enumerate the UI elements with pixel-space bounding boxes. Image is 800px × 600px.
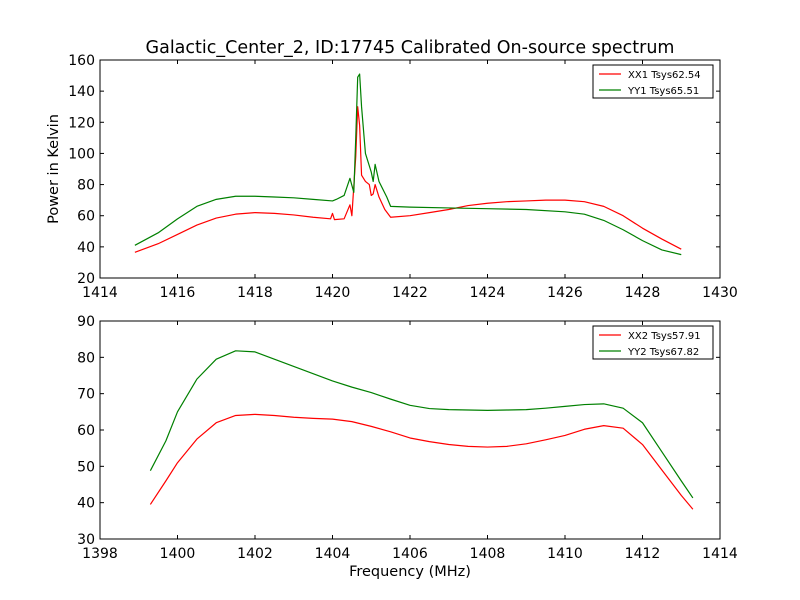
top-y-axis-label: Power in Kelvin	[46, 114, 62, 224]
bottom-y-tick-label-6: 90	[77, 314, 95, 330]
top-x-tick-label-0: 1414	[82, 285, 118, 301]
bottom-series-1-line	[149, 350, 694, 499]
top-x-tick-label-3: 1420	[315, 285, 351, 301]
bottom-x-tick-label-0: 1398	[82, 546, 118, 562]
bottom-y-tick-label-0: 30	[77, 532, 95, 548]
bottom-x-tick-label-7: 1412	[625, 546, 661, 562]
top-x-tick-label-5: 1424	[470, 285, 506, 301]
top-y-tick-label-4: 100	[68, 146, 95, 162]
figure-title: Galactic_Center_2, ID:17745 Calibrated O…	[146, 38, 675, 58]
bottom-x-tick-label-8: 1414	[702, 546, 738, 562]
top-y-tick-label-1: 40	[77, 240, 95, 256]
top-series-0-line	[134, 106, 682, 253]
bottom-x-tick-label-2: 1402	[237, 546, 273, 562]
bottom-x-axis-label: Frequency (MHz)	[349, 564, 471, 580]
bottom-x-tick-label-3: 1404	[315, 546, 351, 562]
top-y-tick-label-6: 140	[68, 84, 95, 100]
top-x-tick-label-1: 1416	[160, 285, 196, 301]
top-y-tick-label-3: 80	[77, 178, 95, 194]
top-x-tick-label-4: 1422	[392, 285, 428, 301]
top-x-tick-label-8: 1430	[702, 285, 738, 301]
bottom-legend	[592, 325, 714, 360]
bottom-legend-entry-0: XX2 Tsys57.91	[628, 331, 701, 342]
bottom-panel: Frequency (MHz) 1398 1400 1402 1404 1406 1408…	[77, 314, 738, 580]
top-y-tick-label-2: 60	[77, 209, 95, 225]
bottom-x-tick-label-4: 1406	[392, 546, 428, 562]
top-y-tick-label-5: 120	[68, 115, 95, 131]
bottom-legend-entry-1: YY2 Tsys67.82	[627, 347, 699, 358]
bottom-x-tick-label-1: 1400	[160, 546, 196, 562]
bottom-y-tick-label-4: 70	[77, 387, 95, 403]
top-x-tick-label-7: 1428	[625, 285, 661, 301]
bottom-series-0-line	[149, 413, 694, 510]
top-x-tick-label-6: 1426	[547, 285, 583, 301]
bottom-x-tick-label-6: 1410	[547, 546, 583, 562]
top-legend-entry-0: XX1 Tsys62.54	[628, 70, 701, 81]
bottom-y-tick-label-5: 80	[77, 350, 95, 366]
top-series-1-line	[134, 73, 682, 256]
bottom-y-tick-label-1: 40	[77, 496, 95, 512]
top-panel: Power in Kelvin 1414 1416 1418 1420 1422 1424…	[46, 53, 738, 301]
bottom-x-tick-label-5: 1408	[470, 546, 506, 562]
top-y-tick-label-7: 160	[68, 53, 95, 69]
bottom-y-tick-label-3: 60	[77, 423, 95, 439]
top-legend	[592, 64, 714, 99]
top-y-tick-label-0: 20	[77, 271, 95, 287]
top-legend-entry-1: YY1 Tsys65.51	[627, 86, 699, 97]
bottom-y-tick-label-2: 50	[77, 459, 95, 475]
top-x-tick-label-2: 1418	[237, 285, 273, 301]
